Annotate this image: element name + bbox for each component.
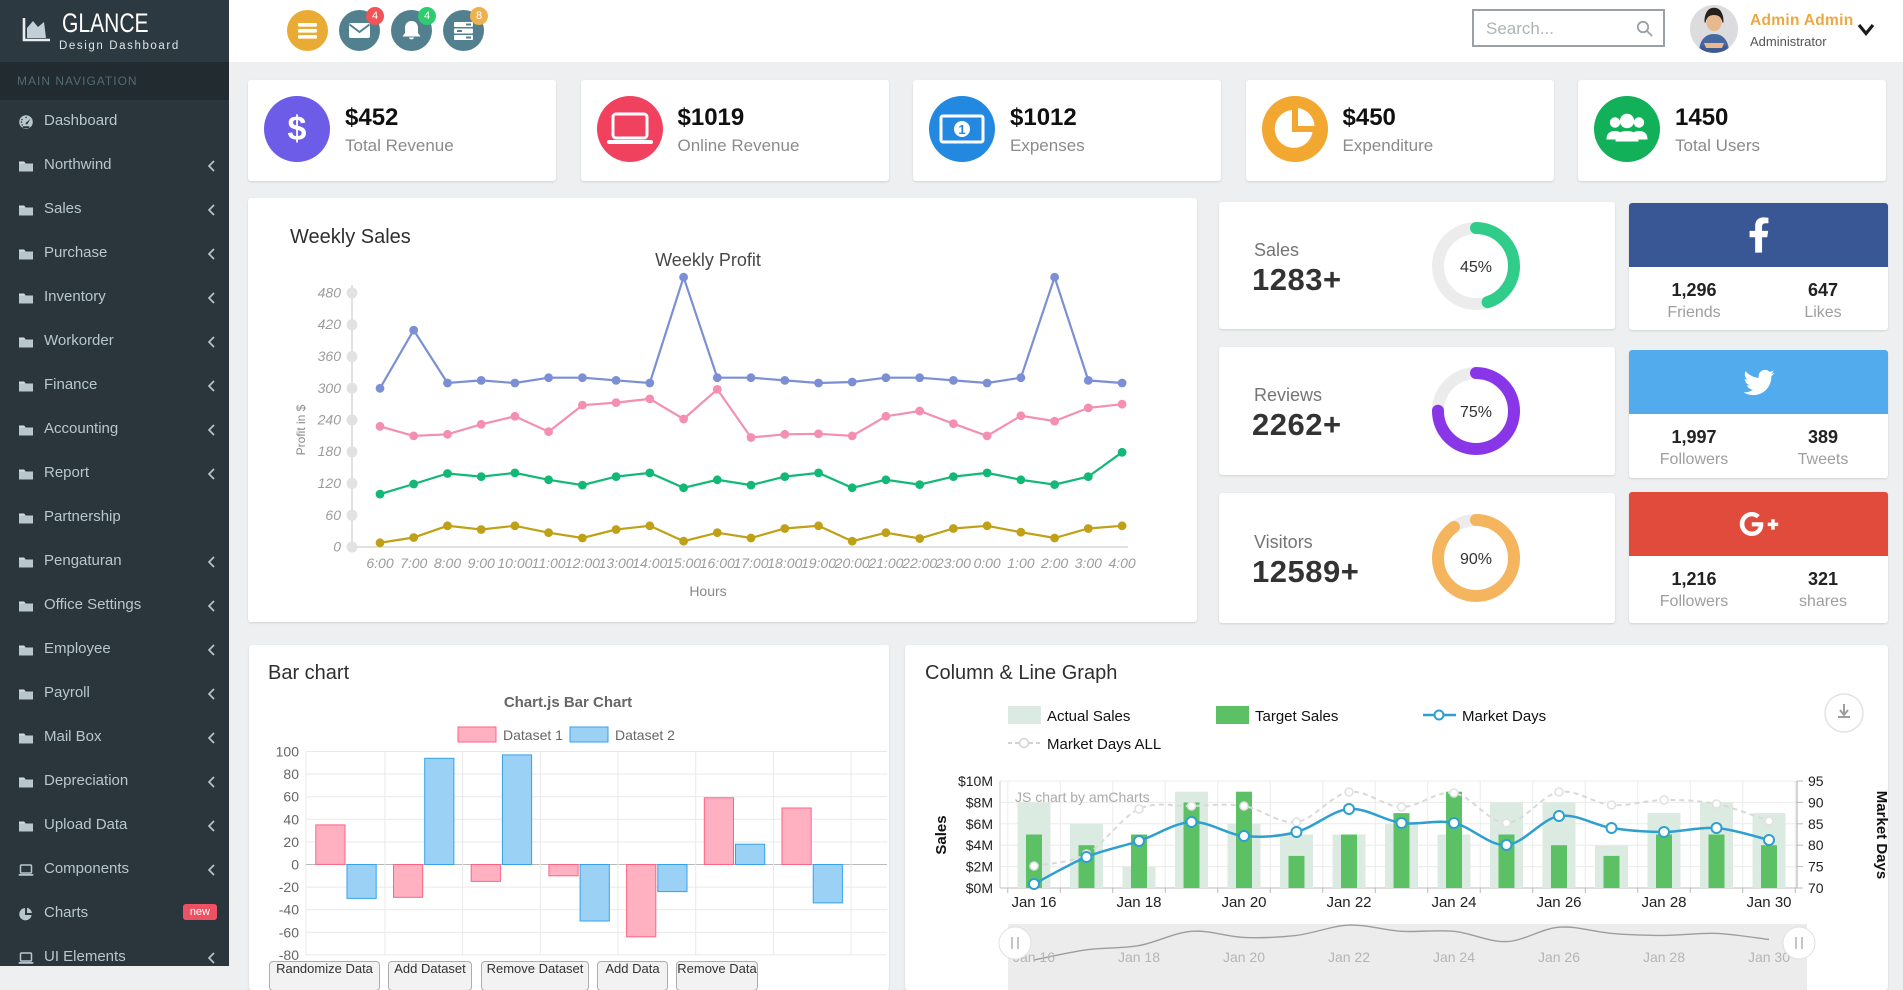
svg-text:19:00: 19:00 (801, 555, 836, 571)
svg-text:40: 40 (283, 811, 299, 827)
svg-text:$0M: $0M (966, 880, 993, 896)
svg-text:Jan 26: Jan 26 (1536, 894, 1581, 911)
svg-text:11:00: 11:00 (532, 555, 566, 571)
svg-text:95: 95 (1808, 773, 1824, 789)
svg-text:$6M: $6M (966, 816, 993, 832)
svg-text:1: 1 (958, 122, 965, 137)
svg-text:17:00: 17:00 (733, 555, 768, 571)
svg-text:120: 120 (318, 475, 342, 491)
svg-text:Jan 26: Jan 26 (1538, 949, 1580, 965)
svg-text:75: 75 (1808, 859, 1824, 875)
svg-text:1:00: 1:00 (1007, 555, 1034, 571)
svg-text:3:00: 3:00 (1075, 555, 1102, 571)
svg-text:100: 100 (276, 744, 300, 760)
svg-text:0:00: 0:00 (973, 555, 1000, 571)
svg-text:-60: -60 (279, 924, 299, 940)
svg-text:4:00: 4:00 (1108, 555, 1135, 571)
svg-text:JS chart by amCharts: JS chart by amCharts (1015, 789, 1150, 805)
svg-text:$8M: $8M (966, 794, 993, 810)
svg-text:9:00: 9:00 (468, 555, 495, 571)
svg-text:Jan 24: Jan 24 (1431, 894, 1476, 911)
svg-text:Dataset 1: Dataset 1 (503, 727, 563, 743)
svg-text:Jan 20: Jan 20 (1221, 894, 1266, 911)
svg-text:Market Days: Market Days (1462, 708, 1546, 725)
svg-text:Jan 22: Jan 22 (1328, 949, 1370, 965)
svg-text:180: 180 (318, 443, 342, 459)
svg-text:360: 360 (318, 348, 342, 364)
svg-text:-40: -40 (279, 902, 299, 918)
svg-text:22:00: 22:00 (901, 555, 937, 571)
svg-text:45%: 45% (1460, 259, 1492, 276)
svg-text:13:00: 13:00 (599, 555, 634, 571)
svg-text:6:00: 6:00 (366, 555, 393, 571)
svg-text:23:00: 23:00 (935, 555, 971, 571)
svg-text:Jan 30: Jan 30 (1748, 949, 1790, 965)
svg-text:70: 70 (1808, 880, 1824, 896)
svg-text:$: $ (288, 110, 307, 148)
svg-text:0: 0 (333, 539, 341, 555)
svg-text:Market Days: Market Days (1873, 791, 1888, 879)
svg-text:20:00: 20:00 (834, 555, 870, 571)
svg-text:Jan 18: Jan 18 (1118, 949, 1160, 965)
svg-text:90%: 90% (1460, 551, 1492, 568)
svg-text:Jan 18: Jan 18 (1116, 894, 1161, 911)
svg-text:-80: -80 (279, 947, 299, 963)
svg-text:80: 80 (1808, 837, 1824, 853)
svg-text:Target Sales: Target Sales (1255, 708, 1338, 725)
svg-text:Profit in $: Profit in $ (294, 404, 308, 455)
svg-text:2:00: 2:00 (1040, 555, 1068, 571)
svg-text:Jan 30: Jan 30 (1746, 894, 1791, 911)
svg-text:15:00: 15:00 (666, 555, 701, 571)
svg-text:8:00: 8:00 (434, 555, 461, 571)
svg-text:75%: 75% (1460, 404, 1492, 421)
svg-text:Weekly Profit: Weekly Profit (655, 250, 761, 270)
svg-text:Dataset 2: Dataset 2 (615, 727, 675, 743)
svg-text:Hours: Hours (689, 583, 726, 599)
svg-text:Jan 24: Jan 24 (1433, 949, 1475, 965)
svg-text:90: 90 (1808, 794, 1824, 810)
svg-text:240: 240 (317, 412, 342, 428)
svg-text:480: 480 (318, 285, 342, 301)
svg-text:60: 60 (283, 789, 299, 805)
svg-text:$10M: $10M (958, 773, 993, 789)
svg-text:60: 60 (325, 507, 341, 523)
svg-text:Market Days ALL: Market Days ALL (1047, 736, 1161, 753)
svg-text:Jan 28: Jan 28 (1643, 949, 1685, 965)
svg-text:80: 80 (283, 766, 299, 782)
svg-text:18:00: 18:00 (767, 555, 802, 571)
svg-text:300: 300 (318, 380, 342, 396)
svg-text:Actual Sales: Actual Sales (1047, 708, 1130, 725)
svg-text:21:00: 21:00 (867, 555, 903, 571)
svg-text:Chart.js Bar Chart: Chart.js Bar Chart (504, 694, 632, 711)
svg-text:-20: -20 (279, 879, 299, 895)
svg-text:Jan 16: Jan 16 (1011, 894, 1056, 911)
svg-text:$2M: $2M (966, 859, 993, 875)
svg-text:0: 0 (291, 857, 299, 873)
svg-text:420: 420 (318, 316, 342, 332)
svg-text:85: 85 (1808, 816, 1824, 832)
svg-text:$4M: $4M (966, 837, 993, 853)
svg-text:20: 20 (283, 834, 299, 850)
svg-text:7:00: 7:00 (400, 555, 427, 571)
svg-text:14:00: 14:00 (632, 555, 667, 571)
svg-text:12:00: 12:00 (565, 555, 600, 571)
svg-text:10:00: 10:00 (497, 555, 532, 571)
svg-text:16:00: 16:00 (700, 555, 735, 571)
svg-text:Sales: Sales (933, 815, 950, 854)
svg-text:Jan 20: Jan 20 (1223, 949, 1265, 965)
svg-text:Jan 22: Jan 22 (1326, 894, 1371, 911)
svg-text:Jan 28: Jan 28 (1641, 894, 1686, 911)
